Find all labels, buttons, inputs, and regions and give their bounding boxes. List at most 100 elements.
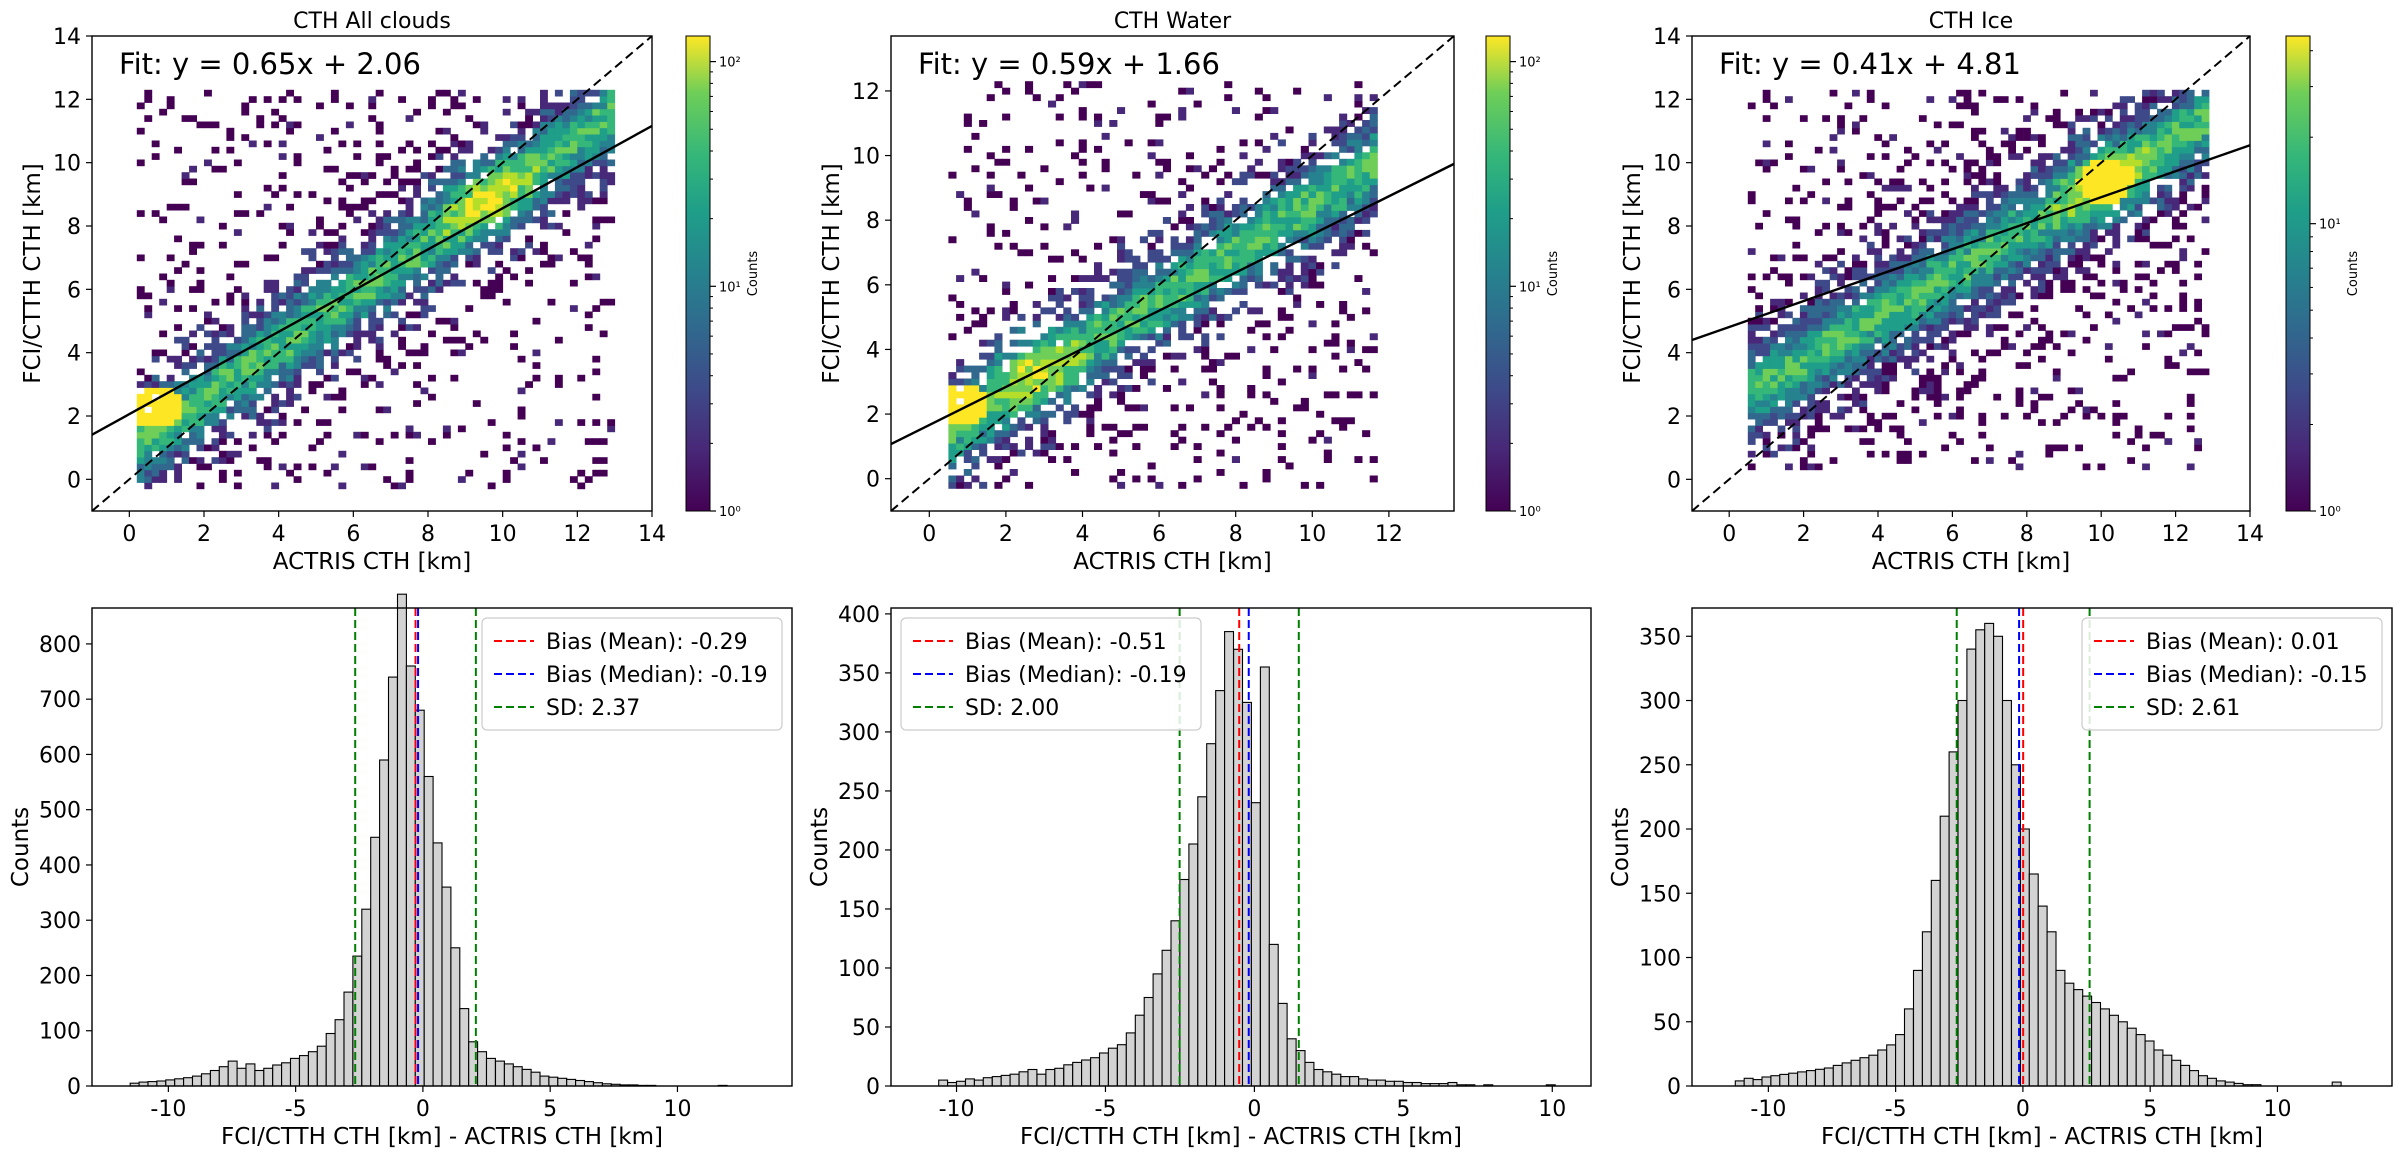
histogram-bar <box>1832 1064 1843 1087</box>
heatmap-cell <box>495 159 504 167</box>
heatmap-cell <box>383 476 392 483</box>
heatmap-cell <box>1874 305 1883 312</box>
heatmap-cell <box>218 330 227 338</box>
heatmap-cell <box>144 387 153 395</box>
heatmap-cell <box>174 425 182 433</box>
heatmap-cell <box>450 349 459 357</box>
heatmap-cell <box>2112 102 2121 110</box>
heatmap-cell <box>1086 294 1095 302</box>
heatmap-cell <box>2038 248 2046 255</box>
heatmap-cell <box>345 203 354 211</box>
heatmap-cell <box>2045 248 2054 255</box>
heatmap-cell <box>1331 223 1340 231</box>
heatmap-cell <box>301 248 309 255</box>
heatmap-cell <box>420 349 429 357</box>
heatmap-cell <box>502 184 511 192</box>
heatmap-cell <box>1814 374 1823 382</box>
heatmap-cell <box>1918 450 1927 458</box>
heatmap-cell <box>607 102 616 110</box>
heatmap-cell <box>1078 307 1087 315</box>
heatmap-cell <box>375 89 384 97</box>
heatmap-cell <box>1926 343 1935 350</box>
heatmap-cell <box>2082 115 2091 122</box>
heatmap-cell <box>1339 145 1348 153</box>
heatmap-cell <box>2157 127 2165 135</box>
heatmap-cell <box>301 279 309 287</box>
heatmap-cell <box>2075 146 2083 154</box>
heatmap-cell <box>457 203 466 211</box>
heatmap-cell <box>948 449 957 457</box>
heatmap-cell <box>510 343 518 350</box>
heatmap-cell <box>1040 417 1049 425</box>
heatmap-cell <box>1844 229 1853 236</box>
heatmap-cell <box>2149 305 2158 312</box>
heatmap-cell <box>233 355 242 363</box>
heatmap-cell <box>569 184 578 192</box>
heatmap-cell <box>174 336 182 344</box>
heatmap-cell <box>1101 365 1110 373</box>
heatmap-cell <box>345 210 354 217</box>
x-tick-label: 5 <box>1396 1097 1410 1122</box>
heatmap-cell <box>1224 249 1233 257</box>
heatmap-cell <box>1032 365 1041 373</box>
heatmap-cell <box>2015 191 2024 198</box>
heatmap-cell <box>241 343 250 350</box>
heatmap-cell <box>1963 89 1972 97</box>
heatmap-cell <box>1017 313 1026 321</box>
heatmap-cell <box>2075 153 2083 160</box>
heatmap-cell <box>554 178 563 186</box>
heatmap-cell <box>577 165 586 173</box>
heatmap-cell <box>1201 333 1210 341</box>
heatmap-cell <box>1346 120 1355 127</box>
heatmap-cell <box>569 178 578 186</box>
heatmap-cell <box>2045 115 2054 122</box>
heatmap-cell <box>375 324 384 331</box>
heatmap-cell <box>1896 267 1905 274</box>
heatmap-cell <box>2112 235 2121 243</box>
heatmap-cell <box>1339 307 1348 315</box>
heatmap-cell <box>1799 406 1808 414</box>
heatmap-cell <box>2127 368 2135 376</box>
heatmap-cell <box>1852 362 1860 369</box>
heatmap-cell <box>2067 159 2076 167</box>
heatmap-cell <box>1147 359 1156 366</box>
heatmap-cell <box>971 268 980 276</box>
heatmap-cell <box>599 127 608 135</box>
heatmap-cell <box>1346 132 1355 140</box>
heatmap-cell <box>1941 229 1949 236</box>
heatmap-cell <box>1904 311 1912 319</box>
heatmap-cell <box>1837 381 1845 388</box>
heatmap-cell <box>1844 273 1853 281</box>
heatmap-cell <box>1866 343 1875 350</box>
x-tick-label: 0 <box>1722 522 1736 547</box>
heatmap-cell <box>248 311 257 319</box>
heatmap-cell <box>338 482 347 490</box>
heatmap-cell <box>1193 281 1202 289</box>
heatmap-cell <box>1971 324 1979 331</box>
heatmap-cell <box>2008 273 2016 281</box>
x-tick-label: 6 <box>1945 522 1959 547</box>
heatmap-cell <box>442 191 451 198</box>
heatmap-cell <box>256 393 265 401</box>
heatmap-cell <box>241 393 250 401</box>
heatmap-cell <box>517 406 526 414</box>
heatmap-cell <box>1254 320 1263 328</box>
heatmap-cell <box>1040 197 1049 205</box>
heatmap-cell <box>144 450 153 458</box>
heatmap-cell <box>1117 242 1126 250</box>
heatmap-cell <box>1881 311 1890 319</box>
histogram-bar <box>1375 1079 1386 1087</box>
legend-entry: Bias (Mean): -0.51 <box>965 630 1167 655</box>
heatmap-cell <box>584 140 593 148</box>
heatmap-cell <box>2171 172 2180 179</box>
heatmap-cell <box>2097 222 2106 230</box>
heatmap-cell <box>1231 417 1240 425</box>
heatmap-cell <box>330 393 339 401</box>
heatmap-cell <box>330 311 339 319</box>
heatmap-cell <box>1086 326 1095 334</box>
heatmap-cell <box>368 115 377 122</box>
heatmap-cell <box>1216 242 1225 250</box>
heatmap-cell <box>1224 423 1233 431</box>
heatmap-cell <box>2023 115 2031 122</box>
heatmap-cell <box>2157 241 2165 249</box>
